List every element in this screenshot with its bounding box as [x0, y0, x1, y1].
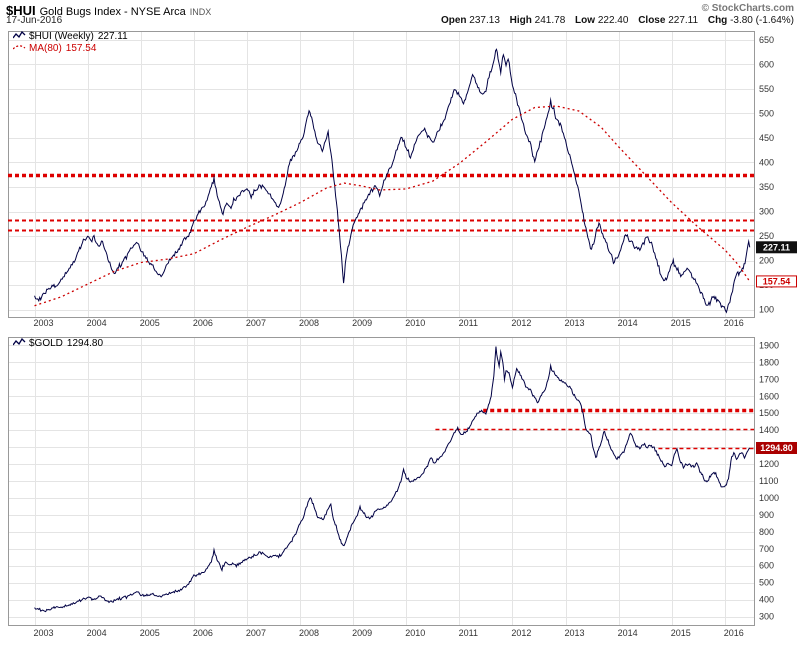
ma-legend-label: MA(80)	[29, 43, 62, 54]
chg-value: -3.80 (-1.64%)	[730, 15, 794, 26]
price-series-icon	[12, 30, 26, 43]
ma-series-icon	[12, 43, 26, 55]
stockcharts-copyright: © StockCharts.com	[701, 3, 794, 14]
open-label: Open	[440, 15, 467, 26]
exchange-label: INDX	[189, 7, 212, 17]
low-value: 222.40	[597, 15, 629, 26]
gold-legend-label: $GOLD	[29, 338, 63, 349]
gold-legend: $GOLD 1294.80	[12, 337, 104, 350]
low-label: Low	[575, 15, 596, 26]
ma-legend-value: 157.54	[65, 43, 97, 54]
chart-header: $HUI Gold Bugs Index - NYSE Arca INDX © St…	[0, 0, 800, 27]
hui-legend-label: $HUI (Weekly)	[29, 31, 94, 42]
title-line: $HUI Gold Bugs Index - NYSE Arca INDX	[6, 2, 211, 20]
hui-price-chart	[0, 27, 800, 333]
gold-price-chart	[0, 333, 800, 650]
quote-summary: Open 237.13 High 241.78 Low 222.40 Close…	[434, 15, 794, 26]
ma-legend: MA(80) 157.54	[12, 43, 97, 55]
hui-legend: $HUI (Weekly) 227.11	[12, 30, 128, 43]
hui-legend-value: 227.11	[97, 31, 128, 42]
index-name: Gold Bugs Index - NYSE Arca	[39, 6, 186, 18]
gold-series-icon	[12, 337, 26, 350]
close-value: 227.11	[668, 15, 699, 26]
chart-date: 17-Jun-2016	[6, 15, 63, 26]
gold-legend-value: 1294.80	[66, 338, 104, 349]
high-label: High	[509, 15, 532, 26]
open-value: 237.13	[469, 15, 500, 26]
symbol-label: $HUI	[6, 3, 36, 18]
chg-label: Chg	[707, 15, 728, 26]
close-label: Close	[638, 15, 666, 26]
high-value: 241.78	[534, 15, 566, 26]
